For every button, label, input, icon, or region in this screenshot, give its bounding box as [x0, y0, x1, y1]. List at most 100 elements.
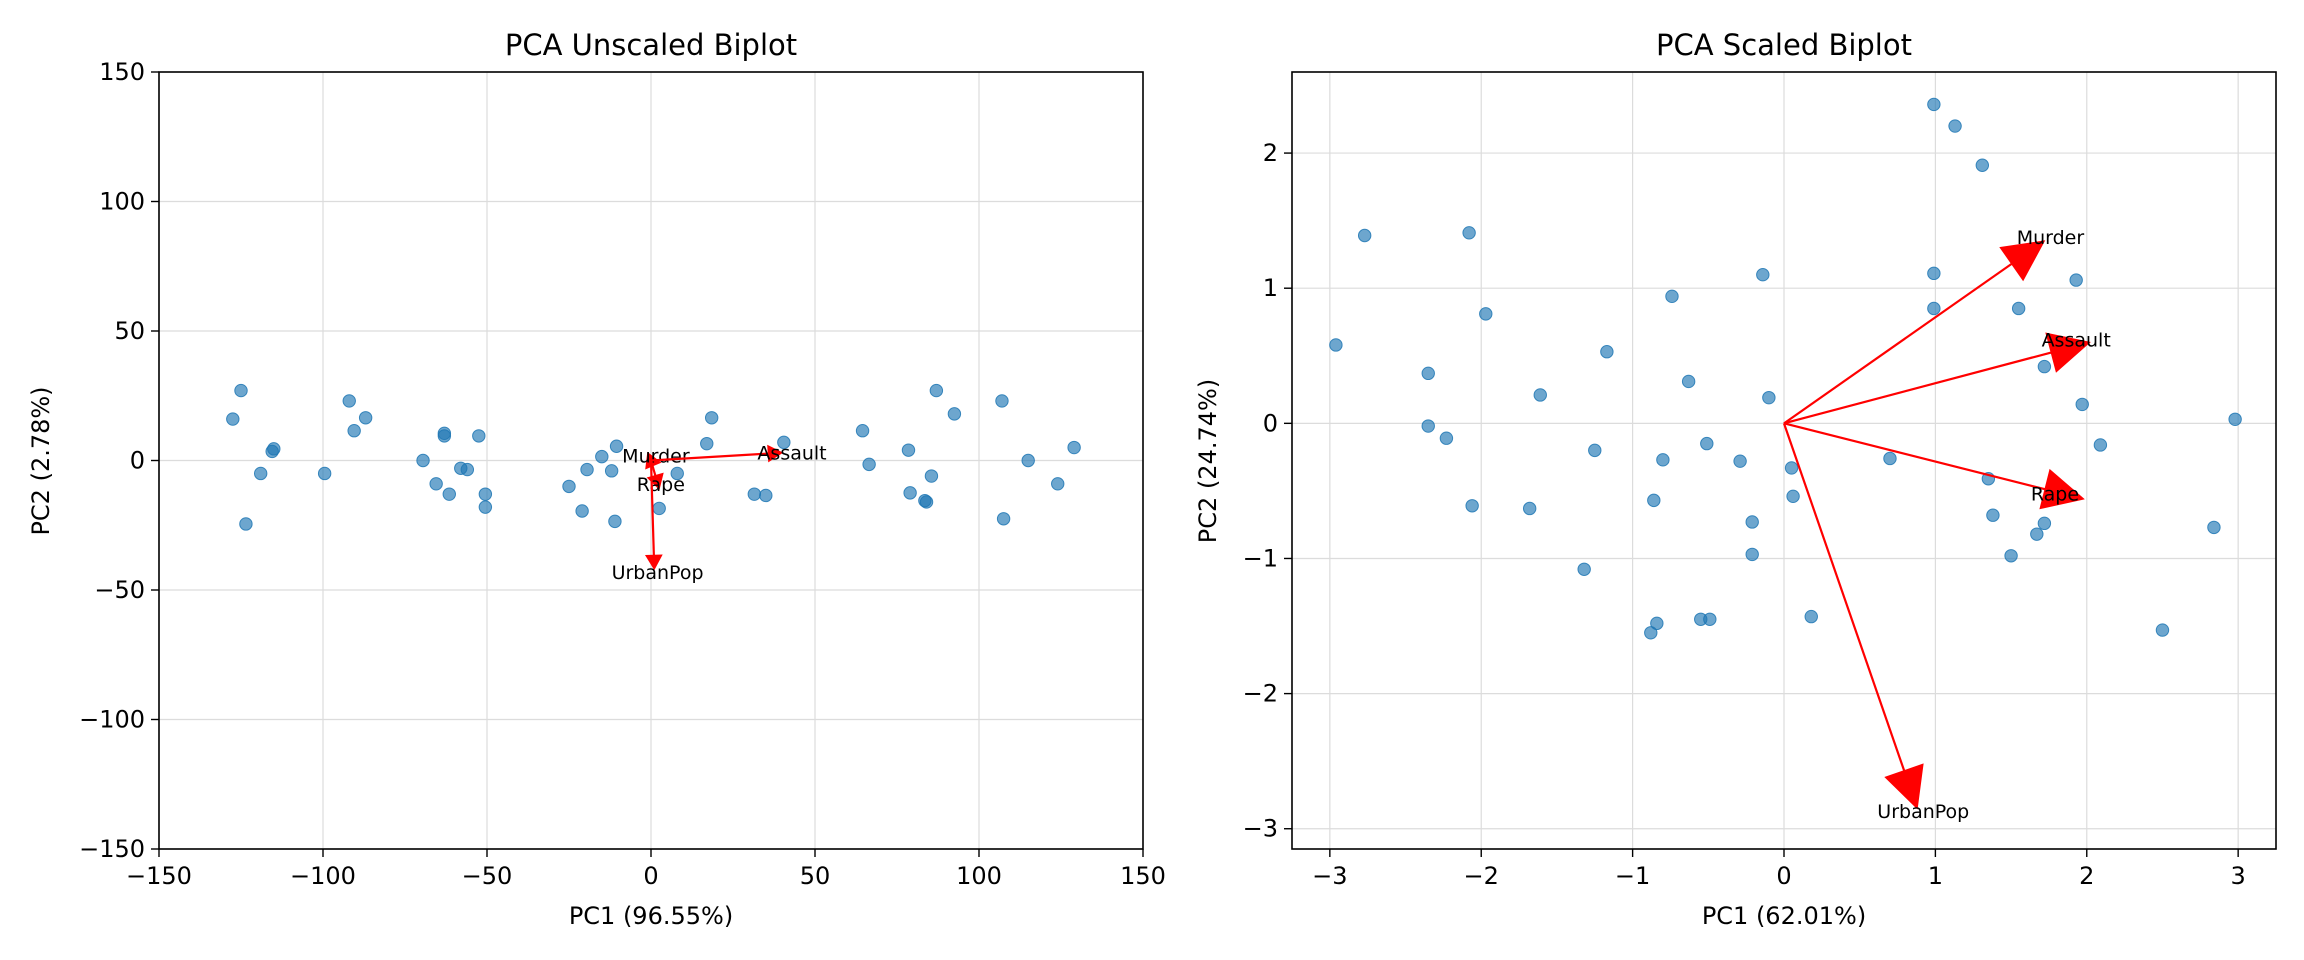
data-point [429, 477, 443, 491]
y-tick-label: −1 [1243, 544, 1278, 572]
vector-arrowhead [767, 444, 784, 463]
data-point [609, 439, 624, 453]
data-point [575, 504, 589, 518]
data-point [1522, 501, 1537, 516]
chart-scaled: PCA Scaled Biplot Murder Assault Rape Urban… [1194, 28, 2277, 930]
data-point [2004, 549, 2018, 563]
data-point [1681, 374, 1696, 389]
data-point [604, 464, 619, 478]
x-tick-label: 100 [956, 862, 1002, 890]
data-point [580, 462, 594, 477]
x-tick-label: 0 [643, 862, 658, 890]
data-points [1329, 97, 2242, 640]
data-point [1927, 301, 1941, 316]
data-point [1883, 451, 1897, 466]
data-point [1650, 616, 1664, 631]
y-tick-label: 0 [1263, 409, 1278, 437]
data-point [472, 429, 486, 443]
data-point [416, 453, 430, 468]
y-tick-label: −150 [79, 835, 145, 863]
data-point [670, 466, 684, 481]
vector-label: Assault [757, 443, 826, 465]
data-point [1784, 461, 1799, 475]
y-tick-label: 150 [99, 58, 145, 86]
data-point [1733, 454, 1747, 468]
y-tick-label: −2 [1243, 680, 1278, 708]
data-point [608, 514, 622, 529]
chart-unscaled: PCA Unscaled Biplot Murder Assault Rape Urb… [27, 28, 1166, 930]
data-point [234, 383, 248, 398]
data-point [1600, 345, 1614, 359]
x-axis-label: PC1 (96.55%) [569, 902, 733, 930]
data-point [2093, 438, 2108, 452]
data-point [747, 487, 762, 501]
data-point [1462, 226, 1476, 240]
data-point [1927, 266, 1941, 281]
data-point [267, 442, 281, 456]
data-point [1357, 228, 1372, 243]
vector-arrowhead [2039, 468, 2085, 510]
loading-vectors: Murder Assault Rape UrbanPop [612, 443, 827, 584]
y-axis-label: PC2 (2.78%) [27, 386, 55, 535]
grid-lines [1292, 72, 2276, 849]
data-point [1439, 431, 1454, 445]
x-axis: −3 −2 −1 0 1 2 3 [1312, 849, 2246, 890]
vector-line [1783, 262, 2013, 425]
x-axis: −150 −100 −50 0 50 100 150 [126, 849, 1166, 890]
vector-label: UrbanPop [1877, 801, 1969, 823]
vector-line [1782, 422, 1906, 772]
vector-label: Assault [2042, 330, 2111, 352]
data-point [1533, 388, 1547, 402]
data-point [1745, 547, 1759, 562]
vector-line [649, 460, 655, 556]
vector-line [1783, 422, 2046, 491]
data-point [652, 501, 666, 516]
vector-arrowhead [1884, 763, 1924, 810]
data-point [562, 479, 576, 494]
data-point [1986, 508, 2000, 522]
data-point [777, 435, 791, 450]
vector-label: Murder [622, 445, 690, 467]
y-tick-label: 50 [114, 317, 145, 345]
data-points [226, 383, 1081, 531]
data-point [1703, 612, 1717, 626]
data-point [1577, 562, 1591, 576]
y-tick-label: −3 [1243, 815, 1278, 843]
data-point [1762, 390, 1776, 405]
data-point [700, 436, 714, 451]
data-point [442, 487, 456, 501]
data-point [1927, 97, 1941, 112]
data-point [903, 486, 917, 500]
y-axis: −150 −100 −50 0 50 100 150 [79, 58, 159, 863]
x-tick-label: 0 [1776, 862, 1791, 890]
data-point [1745, 515, 1759, 529]
data-point [478, 500, 493, 514]
vector-arrowhead [1999, 240, 2046, 282]
x-tick-label: −150 [126, 862, 192, 890]
data-point [1465, 499, 1479, 513]
data-point [1067, 440, 1081, 455]
data-point [1975, 158, 1990, 172]
data-point [347, 424, 361, 438]
data-point [253, 466, 268, 481]
y-tick-label: 2 [1263, 139, 1278, 167]
vector-label: UrbanPop [612, 562, 704, 584]
data-point [239, 517, 253, 531]
data-point [1948, 119, 1962, 133]
vector-label: Murder [2017, 227, 2085, 249]
data-point [358, 411, 373, 425]
data-point [1786, 489, 1800, 504]
data-point [2011, 301, 2026, 316]
chart-title: PCA Scaled Biplot [1656, 28, 1912, 62]
vector-arrowhead [2045, 332, 2091, 373]
data-point [1644, 626, 1658, 640]
vector-label: Rape [2031, 484, 2079, 506]
data-point [595, 449, 609, 464]
data-point [2155, 623, 2170, 637]
x-tick-label: −100 [290, 862, 356, 890]
data-point [2075, 397, 2089, 412]
x-tick-label: −1 [1615, 862, 1650, 890]
data-point [1051, 477, 1065, 491]
data-point [2037, 516, 2052, 531]
data-point [924, 469, 939, 483]
